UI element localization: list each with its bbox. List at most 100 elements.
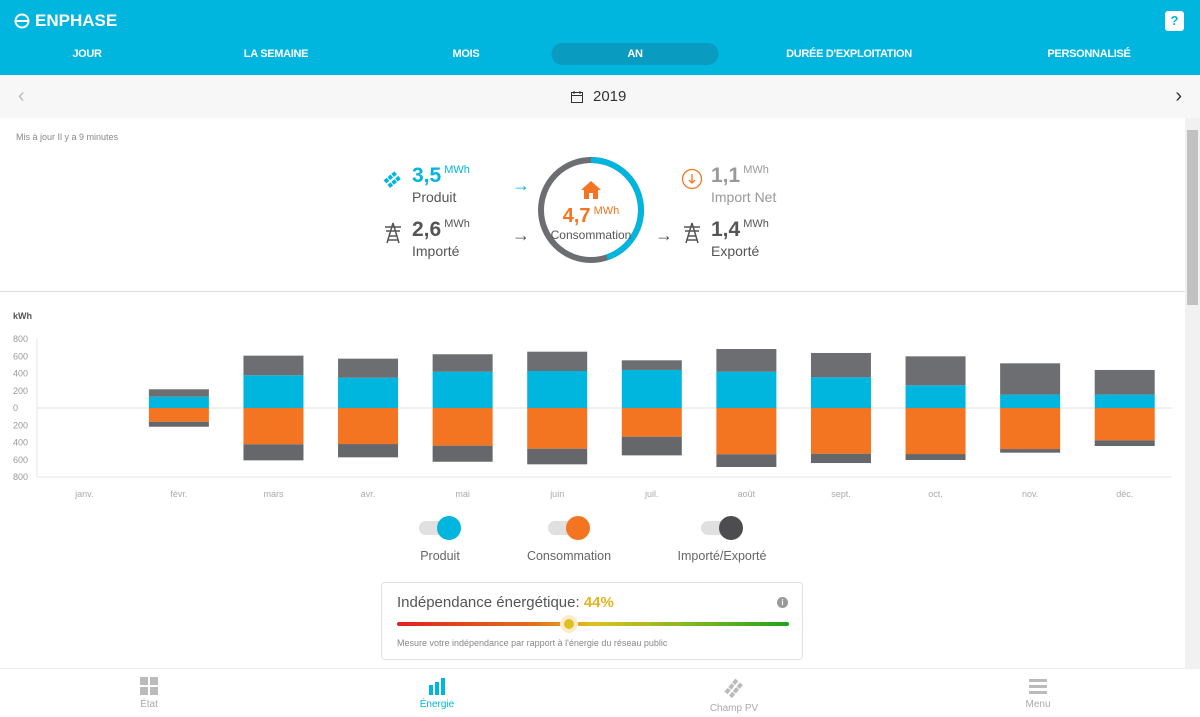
solar-panel-icon	[383, 171, 401, 188]
bar-exporte	[148, 421, 209, 427]
bar-importe	[432, 354, 493, 372]
imported-value: 2,6	[412, 218, 442, 241]
stat-net-import: 1,1 MWh Import Net	[681, 164, 776, 205]
bar-importe	[621, 360, 682, 370]
nav-energie[interactable]: Énergie	[377, 677, 497, 710]
bar-consommation	[1094, 408, 1155, 441]
help-button[interactable]: ?	[1165, 11, 1184, 31]
legend-label: Produit	[420, 549, 460, 563]
nav-label: Énergie	[419, 699, 455, 710]
bar-consommation	[1000, 408, 1061, 450]
bar-exporte	[243, 444, 304, 461]
bar-exporte	[810, 453, 871, 464]
bar-produit	[905, 385, 966, 408]
bar-consommation	[716, 408, 777, 455]
legend-toggle-importe-exporte[interactable]: Importé/Exporté	[652, 516, 792, 563]
selected-year: 2019	[593, 88, 627, 105]
bar-exporte	[1000, 449, 1061, 453]
tab-duree-exploitation[interactable]: DURÉE D'EXPLOITATION	[786, 48, 912, 60]
bar-consommation	[338, 408, 399, 445]
stat-exported: 1,4 MWh Exporté	[681, 218, 769, 259]
produced-unit: MWh	[444, 164, 470, 176]
tab-jour[interactable]: JOUR	[72, 48, 102, 60]
bar-consommation	[810, 408, 871, 454]
calendar-icon	[571, 90, 583, 103]
independence-value: 44%	[583, 594, 614, 611]
net-import-value: 1,1	[711, 164, 741, 187]
y-axis-label: kWh	[13, 311, 32, 321]
enphase-logo: ENPHASE	[14, 11, 117, 31]
bar-importe	[810, 352, 871, 378]
arrow-right-icon: →	[655, 225, 673, 245]
x-tick-label: nov.	[1022, 489, 1038, 499]
x-tick-label: févr.	[170, 489, 187, 499]
energy-bar-chart: kWh 800 600 400 200 0 200 400 600 800 janv. févr. ma…	[13, 311, 1172, 499]
bar-produit	[1000, 394, 1061, 408]
bar-importe	[338, 358, 399, 378]
y-tick-label: 400	[13, 438, 28, 448]
tab-mois[interactable]: MOIS	[452, 48, 480, 60]
tab-semaine[interactable]: LA SEMAINE	[243, 48, 309, 60]
house-icon	[581, 181, 601, 199]
nav-menu[interactable]: Menu	[978, 677, 1098, 710]
legend-label: Consommation	[526, 549, 612, 563]
tab-an[interactable]: AN	[551, 43, 719, 65]
produced-label: Produit	[412, 189, 457, 205]
toggle-switch[interactable]	[419, 516, 461, 540]
solar-panel-icon	[724, 678, 743, 699]
independence-title: Indépendance énergétique: 44%	[397, 594, 614, 611]
toggle-switch[interactable]	[548, 516, 590, 540]
bar-chart-icon	[429, 678, 445, 695]
bar-produit	[432, 371, 493, 408]
energy-independence-card: Indépendance énergétique: 44% i Mesure v…	[381, 582, 803, 660]
bar-produit	[716, 371, 777, 408]
chevron-right-icon[interactable]: ›	[1175, 85, 1182, 107]
imported-label: Importé	[412, 243, 460, 259]
toggle-switch[interactable]	[701, 516, 743, 540]
independence-gauge-marker	[560, 615, 579, 633]
scrollbar[interactable]	[1185, 118, 1200, 668]
bar-consommation	[243, 408, 304, 445]
consumption-donut	[538, 157, 644, 263]
date-navigation: ‹ 2019 ›	[0, 75, 1200, 118]
bar-produit	[810, 377, 871, 408]
chevron-left-icon[interactable]: ‹	[18, 85, 25, 107]
y-tick-label: 400	[13, 369, 28, 379]
bar-importe	[148, 389, 209, 397]
x-tick-label: avr.	[361, 489, 376, 499]
nav-label: Champ PV	[709, 703, 759, 714]
bar-exporte	[905, 454, 966, 461]
nav-etat[interactable]: État	[89, 677, 209, 710]
net-import-unit: MWh	[743, 164, 769, 176]
brand-name: ENPHASE	[35, 11, 118, 30]
independence-title-text: Indépendance énergétique:	[397, 594, 580, 611]
legend-toggle-consommation[interactable]: Consommation	[499, 516, 639, 563]
bar-exporte	[716, 454, 777, 467]
date-picker[interactable]: 2019	[571, 88, 626, 105]
stat-imported: 2,6 MWh Importé	[382, 218, 470, 259]
y-tick-label: 0	[13, 403, 18, 413]
independence-description: Mesure votre indépendance par rapport à …	[397, 638, 668, 648]
info-icon[interactable]: i	[777, 597, 788, 608]
produced-value: 3,5	[412, 164, 442, 187]
x-tick-label: juil.	[644, 489, 659, 499]
nav-label: Menu	[1025, 699, 1051, 710]
donut-solar-arc	[538, 157, 644, 263]
exported-label: Exporté	[711, 243, 760, 259]
x-tick-label: sept.	[831, 489, 851, 499]
arrow-right-icon: →	[512, 225, 530, 245]
x-tick-label: juin	[549, 489, 564, 499]
y-tick-label: 800	[13, 334, 28, 344]
nav-champ-pv[interactable]: Champ PV	[674, 677, 794, 714]
scrollbar-thumb[interactable]	[1187, 130, 1198, 305]
bar-exporte	[432, 445, 493, 462]
bar-exporte	[621, 436, 682, 456]
legend-toggle-produit[interactable]: Produit	[370, 516, 510, 563]
bar-importe	[527, 351, 588, 371]
nav-label: État	[140, 699, 158, 710]
bar-importe	[1000, 363, 1061, 395]
stat-produced: 3,5 MWh Produit	[382, 164, 470, 205]
bar-produit	[338, 377, 399, 408]
consumption-unit: MWh	[593, 205, 620, 217]
tab-personnalise[interactable]: PERSONNALISÉ	[1047, 48, 1131, 60]
